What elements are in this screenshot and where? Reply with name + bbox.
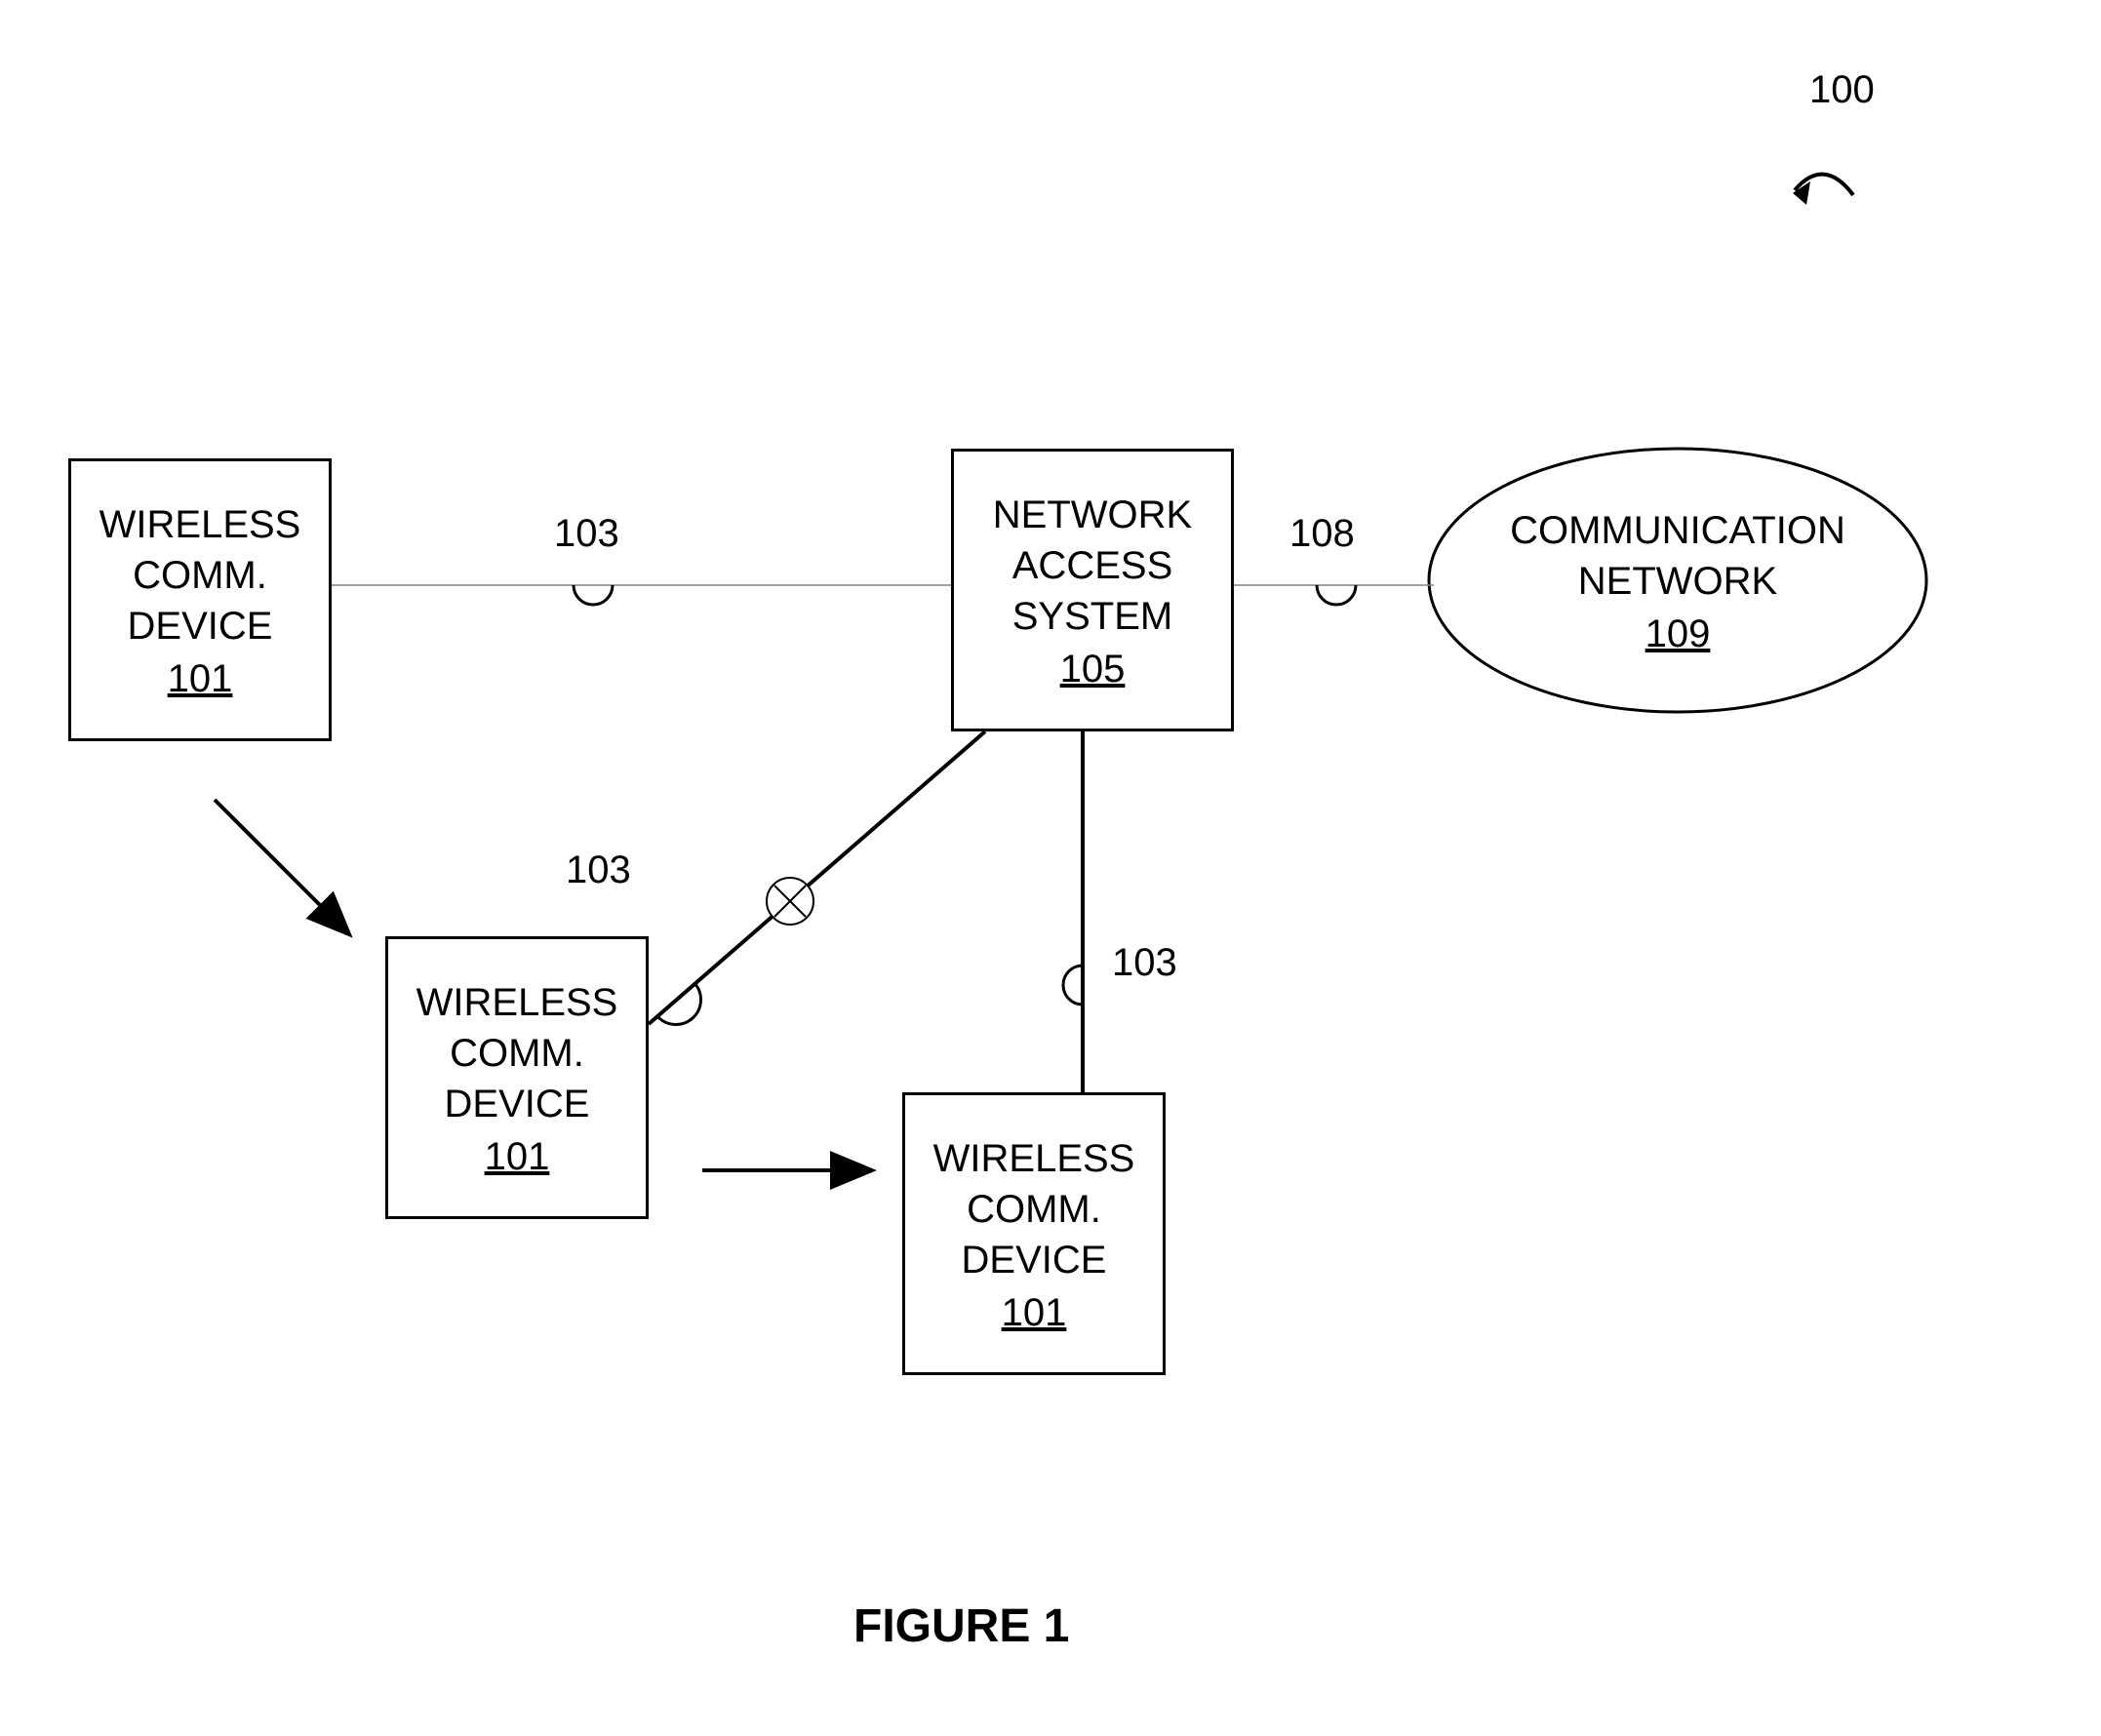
node-device3-line3: DEVICE [962, 1235, 1107, 1285]
node-device3-line1: WIRELESS [933, 1133, 1135, 1184]
node-nas-line1: NETWORK [993, 490, 1192, 540]
node-device2-line1: WIRELESS [416, 977, 618, 1028]
node-device2-line3: DEVICE [445, 1079, 590, 1129]
node-device2-num: 101 [485, 1135, 550, 1179]
node-network-line1: COMMUNICATION [1510, 505, 1845, 556]
edge-e4-label: 108 [1289, 512, 1355, 556]
node-device3-num: 101 [1002, 1291, 1067, 1335]
node-nas-num: 105 [1060, 648, 1126, 691]
node-device3-line2: COMM. [967, 1184, 1101, 1235]
node-nas-line2: ACCESS [1012, 540, 1173, 591]
edge-e4-arc [1317, 585, 1356, 605]
edge-e1-label: 103 [554, 512, 619, 556]
node-network-num: 109 [1645, 612, 1711, 656]
edge-e1-arc [574, 585, 613, 605]
edge-e3-label: 103 [1112, 941, 1177, 985]
node-device1-line2: COMM. [133, 550, 267, 601]
edge-e2-arc [657, 983, 700, 1024]
ref-100-label: 100 [1809, 68, 1875, 112]
node-device1-line1: WIRELESS [99, 499, 301, 550]
node-device1: WIRELESS COMM. DEVICE 101 [68, 458, 332, 741]
arrow-device1-device2 [215, 800, 347, 932]
node-device1-line3: DEVICE [128, 601, 273, 651]
node-device2-line2: COMM. [450, 1028, 584, 1079]
node-network-line2: NETWORK [1578, 556, 1777, 607]
node-device1-num: 101 [168, 657, 233, 701]
edge-e3-arc [1063, 966, 1083, 1005]
system-diagram: WIRELESS COMM. DEVICE 101 WIRELESS COMM.… [0, 0, 2101, 1736]
node-nas: NETWORK ACCESS SYSTEM 105 [951, 449, 1234, 731]
figure-title: FIGURE 1 [853, 1599, 1069, 1653]
node-device2: WIRELESS COMM. DEVICE 101 [385, 936, 649, 1219]
diagram-svg [0, 0, 2101, 1736]
node-network: COMMUNICATION NETWORK 109 [1429, 449, 1926, 712]
edge-e2-label: 103 [566, 848, 631, 892]
node-nas-line3: SYSTEM [1012, 591, 1172, 642]
node-device3: WIRELESS COMM. DEVICE 101 [902, 1092, 1166, 1375]
edge-device2-nas [649, 731, 985, 1024]
